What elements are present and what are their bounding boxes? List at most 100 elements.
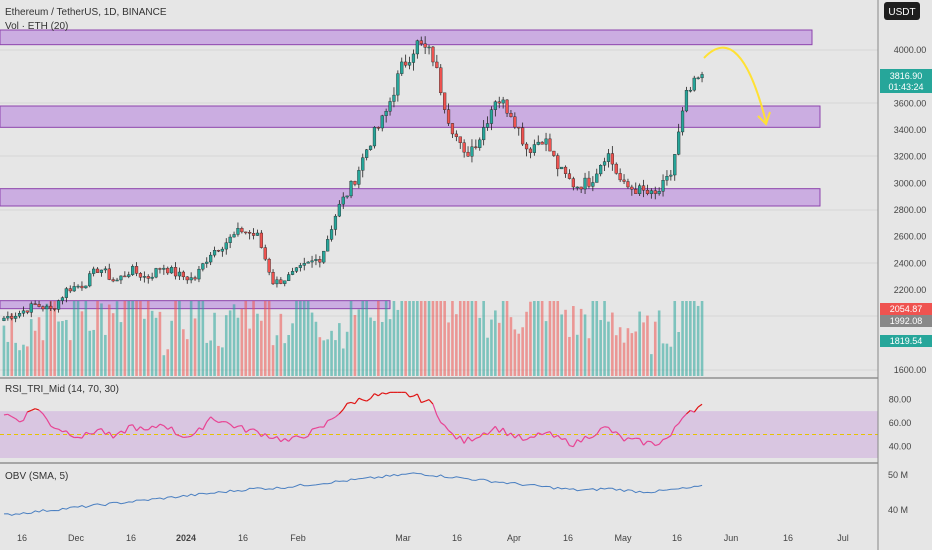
candle: [236, 222, 240, 237]
currency-button[interactable]: USDT: [884, 2, 920, 20]
rsi-segment: [374, 393, 379, 397]
volume-bar: [497, 322, 501, 376]
candle: [595, 168, 599, 183]
candle: [88, 270, 92, 288]
volume-bar: [135, 301, 138, 376]
candle: [201, 262, 205, 272]
candle: [170, 265, 174, 274]
rsi-segment: [619, 435, 625, 442]
time-tick-label: 16: [563, 533, 573, 543]
rsi-segment: [128, 424, 133, 427]
volume-bar: [72, 301, 76, 376]
volume-bar: [521, 327, 524, 376]
candle: [72, 281, 76, 292]
volume-bar: [334, 340, 337, 376]
volume-bar: [92, 329, 95, 376]
rsi-segment: [120, 430, 126, 434]
rsi-segment: [331, 416, 336, 420]
rsi-segment: [549, 431, 555, 438]
rsi-segment: [428, 399, 434, 405]
candle: [228, 234, 232, 249]
volume-bar: [611, 312, 614, 376]
candle: [21, 306, 26, 317]
price-tick-label: 4000.00: [894, 45, 927, 55]
volume-bar: [353, 314, 357, 376]
rsi-tick-label: 40.00: [889, 441, 912, 451]
rsi-segment: [569, 444, 574, 448]
rsi-segment: [300, 436, 305, 439]
rsi-segment: [77, 436, 83, 439]
rsi-segment: [335, 413, 340, 418]
obv-pane: [3, 472, 703, 516]
rsi-segment: [202, 421, 208, 430]
volume-bar: [209, 340, 212, 376]
volume-bar: [634, 331, 638, 376]
candle: [474, 139, 478, 150]
rsi-segment: [502, 427, 508, 436]
candle: [614, 162, 618, 175]
volume-bar: [665, 343, 669, 376]
projection-arrow: [703, 46, 767, 123]
volume-bar: [205, 342, 209, 376]
candle: [37, 300, 41, 308]
rsi-segment: [366, 397, 371, 402]
rsi-segment: [225, 421, 231, 425]
candle: [443, 92, 447, 114]
volume-bar: [29, 319, 33, 376]
volume-bar: [384, 301, 388, 376]
currency-button-label[interactable]: USDT: [888, 7, 915, 18]
volume-bar: [416, 301, 419, 376]
volume-bar: [68, 340, 72, 376]
time-tick-label: 2024: [176, 533, 196, 543]
rsi-segment: [210, 416, 215, 421]
rsi-segment: [448, 430, 453, 435]
obv-line: [3, 472, 703, 516]
candle: [6, 311, 10, 321]
rsi-segment: [526, 436, 531, 441]
time-tick-label: Jul: [837, 533, 849, 543]
candle: [119, 275, 123, 284]
candle: [544, 132, 548, 152]
volume-bar: [536, 301, 540, 376]
volume-bar: [18, 350, 21, 376]
rsi-segment: [190, 432, 196, 437]
rsi-segment: [58, 428, 63, 433]
volume-bar: [544, 321, 548, 376]
candle: [259, 230, 263, 249]
volume-bar: [458, 301, 462, 376]
rsi-segment: [690, 409, 695, 413]
candle: [294, 267, 299, 274]
rsi-segment: [565, 438, 570, 446]
volume-bar: [318, 337, 322, 376]
volume-bar: [287, 335, 290, 376]
candle: [505, 99, 509, 117]
candlestick-series: [2, 36, 704, 323]
volume-bar: [201, 301, 205, 376]
candle: [150, 272, 154, 281]
rsi-segment: [693, 406, 699, 413]
candle: [193, 275, 197, 281]
candle: [138, 272, 143, 281]
candle: [392, 87, 396, 108]
rsi-segment: [163, 425, 169, 430]
rsi-segment: [69, 435, 75, 439]
volume-bar: [232, 304, 236, 376]
rsi-segment: [674, 423, 680, 428]
price-zone: [0, 300, 391, 310]
volume-bar: [170, 320, 173, 376]
candle: [540, 141, 544, 145]
rsi-segment: [506, 432, 512, 437]
volume-bar: [166, 349, 170, 376]
volume-bar: [22, 344, 25, 376]
volume-bar: [669, 346, 673, 376]
volume-bar: [587, 338, 591, 376]
candle: [630, 184, 634, 196]
rsi-segment: [440, 422, 446, 426]
volume-bar: [404, 301, 407, 376]
rsi-segment: [288, 436, 293, 442]
volume-bar: [681, 301, 684, 376]
grid: [0, 49, 878, 371]
candle: [267, 257, 271, 276]
rsi-segment: [327, 418, 332, 422]
